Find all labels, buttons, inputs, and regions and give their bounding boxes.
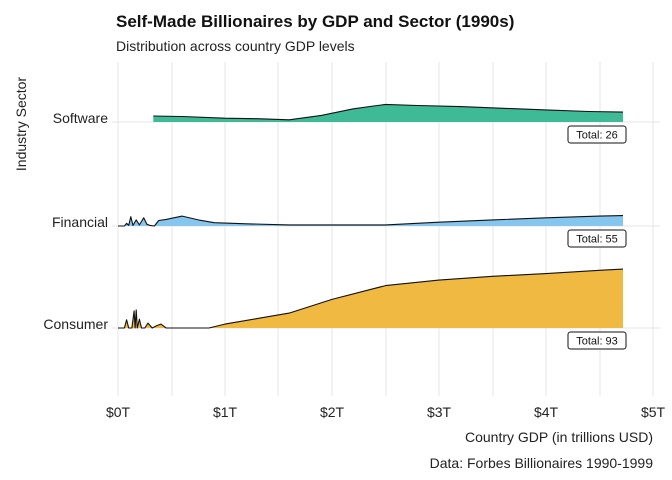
x-tick-label: $0T <box>106 404 131 420</box>
total-labels: Total: 26 Total: 55 Total: 93 <box>567 125 627 350</box>
x-axis-title: Country GDP (in trillions USD) <box>465 429 653 445</box>
x-tick-label: $4T <box>534 404 559 420</box>
y-tick-label-consumer: Consumer <box>43 316 108 332</box>
total-label-box-consumer <box>567 331 627 350</box>
x-tick-label: $5T <box>641 404 666 420</box>
ridge-area-software <box>153 104 624 122</box>
ridge-line-consumer <box>118 268 624 329</box>
total-label-financial: Total: 55 <box>576 234 618 246</box>
total-label-consumer: Total: 93 <box>576 336 618 348</box>
x-tick-label: $2T <box>320 404 345 420</box>
caption: Data: Forbes Billionaires 1990-1999 <box>430 455 654 471</box>
total-label-box-financial <box>567 229 627 248</box>
ridge-line-software <box>153 103 624 121</box>
total-label-box-software <box>567 125 627 144</box>
x-tick-label: $1T <box>213 404 238 420</box>
total-label-software: Total: 26 <box>576 130 618 142</box>
y-tick-label-financial: Financial <box>52 214 108 230</box>
y-tick-labels: Software Financial Consumer <box>43 110 108 332</box>
chart-title: Self-Made Billionaires by GDP and Sector… <box>116 12 514 31</box>
y-tick-label-software: Software <box>53 110 108 126</box>
ridge-area-consumer <box>118 269 623 328</box>
y-axis-title: Industry Sector <box>13 77 29 171</box>
ridges <box>118 103 624 329</box>
ridge-line-financial <box>118 215 624 227</box>
chart-subtitle: Distribution across country GDP levels <box>116 38 355 54</box>
x-tick-labels: $0T $1T $2T $3T $4T $5T <box>106 404 666 420</box>
x-tick-label: $3T <box>427 404 452 420</box>
ridge-area-financial <box>118 215 623 226</box>
